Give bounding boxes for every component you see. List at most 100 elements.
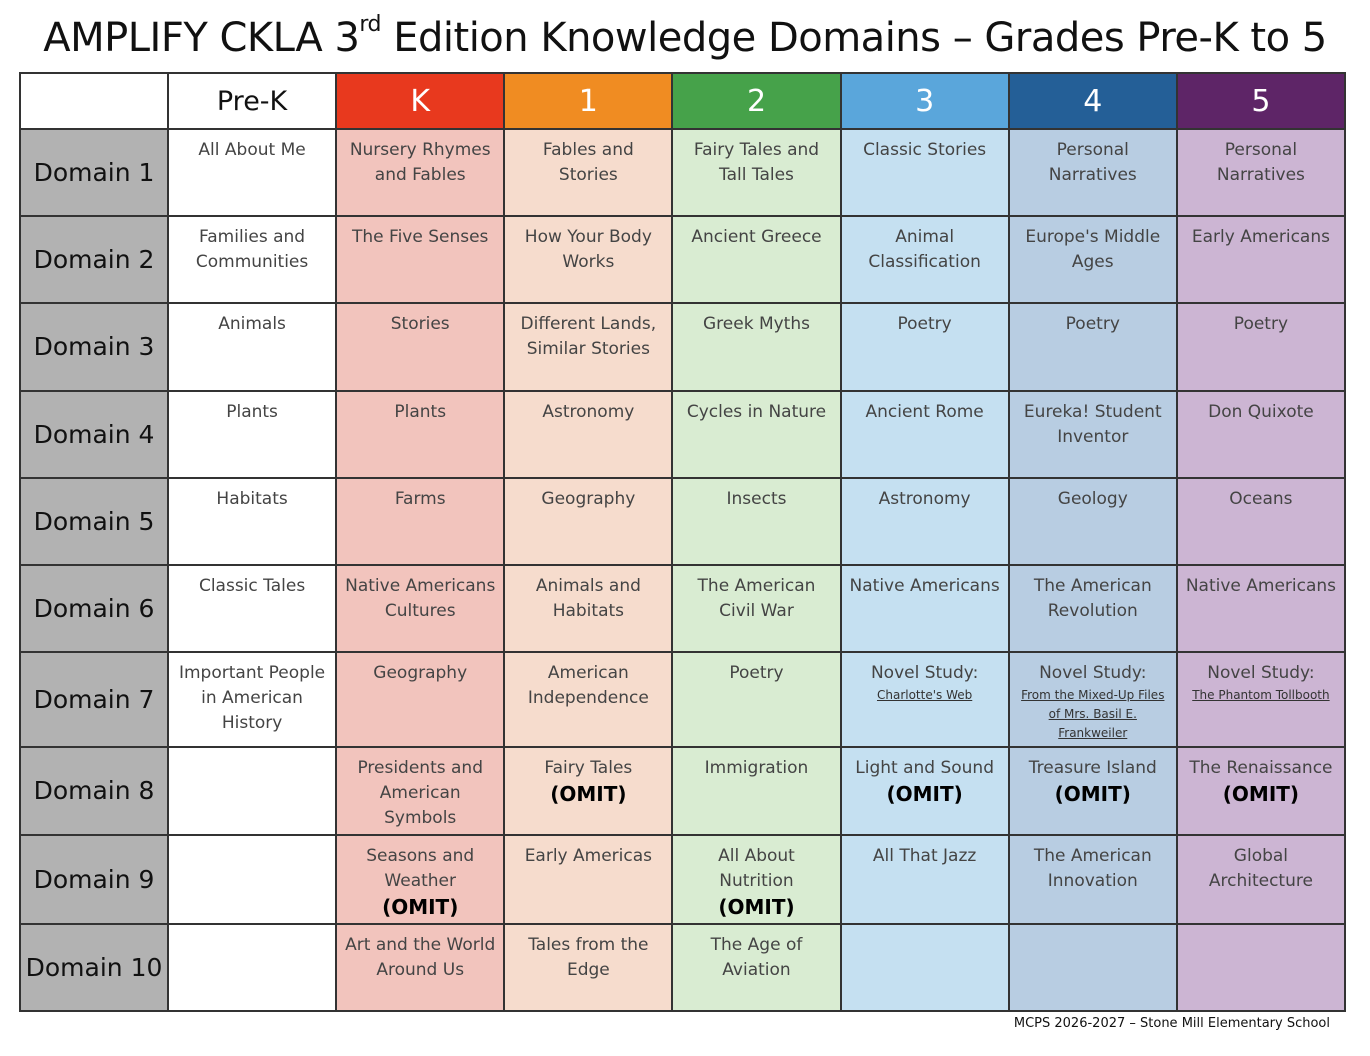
domain-title: Animal Classification (868, 227, 981, 273)
domain-title: The Age of Aviation (710, 934, 803, 980)
grade-header: 4 (1007, 72, 1178, 130)
domain-title: Oceans (1229, 488, 1293, 509)
domain-row: Domain 6 Classic Tales Native Americans Cu… (19, 563, 1347, 654)
domain-cell: All That Jazz (839, 833, 1010, 925)
domain-cell: Presidents and American Symbols (335, 746, 506, 836)
domain-title: Early Americas (524, 845, 653, 866)
domain-title: Greek Myths (703, 314, 810, 335)
grade-header: Pre-K (166, 72, 338, 130)
domain-cell: Eureka! Student Inventor (1007, 389, 1178, 479)
domain-title: Animals and Habitats (535, 575, 641, 621)
title-rest: Edition Knowledge Domains – Grades Pre-K… (381, 15, 1327, 61)
domain-cell: Poetry (839, 302, 1010, 392)
table-body: Domain 1 All About Me Nursery Rhymes and F… (19, 127, 1347, 1013)
domain-cell: Astronomy (503, 389, 674, 479)
domain-label: Domain 1 (19, 127, 169, 218)
domain-row: Domain 10 Art and the World Around Us Tale… (19, 922, 1347, 1013)
domain-title: Native Americans (1185, 575, 1337, 596)
domain-cell: Poetry (1007, 302, 1178, 392)
domain-title: Farms (394, 488, 446, 509)
domain-label: Domain 2 (19, 215, 169, 305)
grade-header: 1 (503, 72, 674, 130)
domain-cell (1175, 922, 1347, 1013)
domain-title: Plants (394, 401, 447, 422)
domain-label: Domain 9 (19, 833, 169, 925)
domain-cell: Ancient Rome (839, 389, 1010, 479)
corner-cell (19, 72, 169, 130)
domain-title: Ancient Greece (691, 227, 822, 248)
domain-title: Habitats (216, 488, 288, 509)
domain-cell: All About Me (166, 127, 338, 218)
domain-cell: Animal Classification (839, 215, 1010, 305)
domain-title: The Five Senses (352, 227, 489, 248)
novel-title: From the Mixed-Up Files of Mrs. Basil E.… (1021, 688, 1165, 741)
domain-cell (166, 746, 338, 836)
page-title: AMPLIFY CKLA 3rd Edition Knowledge Domai… (0, 10, 1370, 66)
domain-cell: Stories (335, 302, 506, 392)
domain-title: Geography (541, 488, 636, 509)
domain-title: Personal Narratives (1216, 140, 1305, 185)
domain-cell: Immigration (671, 746, 842, 836)
omit-badge: (OMIT) (550, 782, 627, 807)
domain-cell: Oceans (1175, 476, 1347, 566)
domain-row: Domain 8 Presidents and American Symbols F… (19, 746, 1347, 836)
domain-cell: Insects (671, 476, 842, 566)
domain-title: Early Americans (1191, 227, 1330, 248)
domain-row: Domain 9 Seasons and Weather (OMIT) Early A… (19, 833, 1347, 925)
domain-cell: Personal Narratives (1175, 127, 1347, 218)
domain-cell: Geography (503, 476, 674, 566)
domain-cell: Don Quixote (1175, 389, 1347, 479)
novel-title: The Phantom Tollbooth (1192, 688, 1330, 703)
domain-cell (839, 922, 1010, 1013)
domain-cell: Farms (335, 476, 506, 566)
domain-title: Fairy Tales and Tall Tales (693, 140, 820, 185)
domain-label: Domain 4 (19, 389, 169, 479)
grade-header: 5 (1175, 72, 1347, 130)
domain-title: Classic Stories (863, 140, 987, 160)
domain-cell: Geology (1007, 476, 1178, 566)
domain-cell: Fairy Tales (OMIT) (503, 746, 674, 836)
domain-title: Geography (373, 663, 468, 684)
domain-cell: Plants (166, 389, 338, 479)
domain-title: Poetry (897, 314, 952, 335)
domain-cell: Seasons and Weather (OMIT) (335, 833, 506, 925)
domain-cell: The Age of Aviation (671, 922, 842, 1013)
domain-title: The American Revolution (1033, 575, 1152, 621)
domain-row: Domain 3 Animals Stories Different Lands, S… (19, 302, 1347, 392)
domain-cell: Europe's Middle Ages (1007, 215, 1178, 305)
domain-row: Domain 1 All About Me Nursery Rhymes and F… (19, 127, 1347, 218)
domain-title: Fairy Tales (544, 758, 633, 779)
domain-cell: The American Revolution (1007, 563, 1178, 654)
domain-title: Plants (226, 401, 278, 422)
domain-cell: Poetry (1175, 302, 1347, 392)
domain-cell: The American Civil War (671, 563, 842, 654)
domain-title: Presidents and American Symbols (357, 758, 483, 829)
domain-cell: Art and the World Around Us (335, 922, 506, 1013)
domain-label: Domain 7 (19, 651, 169, 749)
grade-header: K (335, 72, 506, 130)
domain-title: Poetry (1065, 314, 1120, 335)
domain-label: Domain 5 (19, 476, 169, 566)
domain-title: Poetry (729, 663, 784, 684)
domain-cell: Cycles in Nature (671, 389, 842, 479)
omit-badge: (OMIT) (1222, 782, 1300, 807)
domain-cell (166, 833, 338, 925)
domain-cell: Tales from the Edge (503, 922, 674, 1013)
domain-title: Novel Study: (1207, 663, 1315, 684)
domain-cell: Treasure Island (OMIT) (1007, 746, 1178, 836)
omit-badge: (OMIT) (1054, 782, 1131, 807)
domain-cell: Classic Tales (166, 563, 338, 654)
novel-title: Charlotte's Web (876, 688, 973, 703)
domain-cell: Families and Communities (166, 215, 338, 305)
footer-credit: MCPS 2026-2027 – Stone Mill Elementary S… (1013, 1016, 1330, 1031)
domain-title: Insects (726, 488, 787, 509)
domain-row: Domain 5 Habitats Farms Geography Insects Ast… (19, 476, 1347, 566)
domain-title: Nursery Rhymes and Fables (349, 140, 491, 185)
domain-title: Treasure Island (1028, 758, 1157, 779)
domain-cell: Personal Narratives (1007, 127, 1178, 218)
grade-header: 3 (839, 72, 1010, 130)
domain-label: Domain 6 (19, 563, 169, 654)
grade-header-row: Pre-K K 1 2 3 4 5 (19, 72, 1347, 130)
domain-title: The American Civil War (697, 575, 816, 621)
domains-table: Pre-K K 1 2 3 4 5 Domain 1 All About Me Nursery … (19, 72, 1347, 1013)
